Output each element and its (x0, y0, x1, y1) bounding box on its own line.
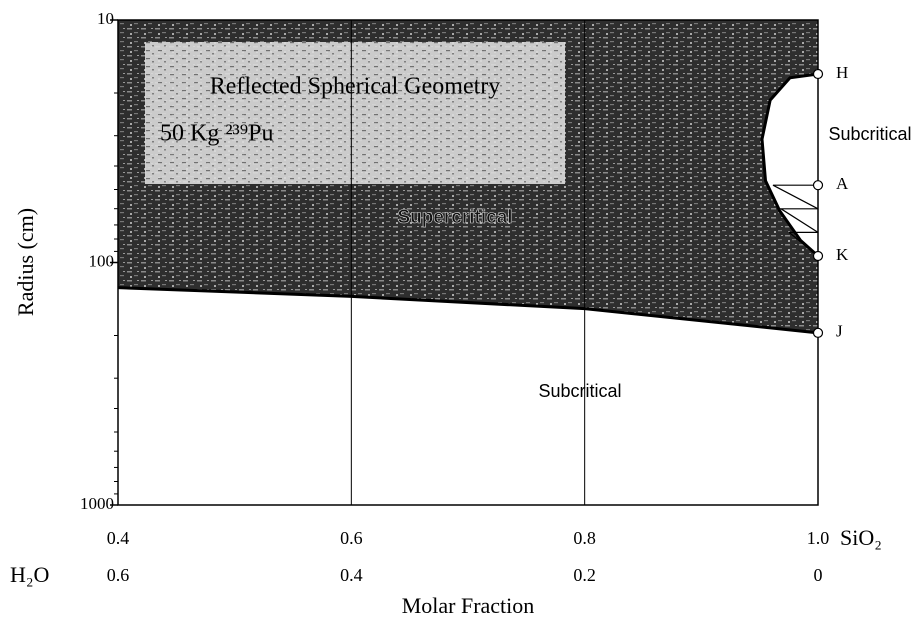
point-label: A (836, 174, 849, 193)
region-label: Subcritical (828, 124, 911, 144)
region-label: Supercritical (397, 207, 512, 228)
y-tick-label: 100 (89, 251, 115, 270)
x2-tick-label: 0.6 (107, 565, 130, 585)
regions (118, 20, 819, 333)
boundary-line (117, 286, 819, 335)
region-label: Subcritical (538, 381, 621, 401)
x2-tick-label: 0 (814, 565, 823, 585)
point-label: H (836, 63, 848, 82)
annotation-title: Reflected Spherical Geometry (210, 74, 501, 100)
x-axis-name: SiO₂ (840, 525, 882, 550)
boundary-line (760, 72, 820, 258)
y-tick-label: 10 (97, 9, 114, 28)
hatch (778, 208, 819, 233)
x2-tick-label: 0.4 (340, 565, 363, 585)
x-axis-label: Molar Fraction (402, 593, 535, 618)
x-tick-label: 0.4 (107, 528, 130, 548)
x-tick-label: 1.0 (807, 528, 830, 548)
hatch (772, 184, 819, 210)
x-tick-label: 0.6 (340, 528, 363, 548)
point (812, 180, 824, 191)
point (812, 68, 824, 80)
annotation-subtitle: 50 Kg ²³⁹Pu (160, 121, 273, 147)
point (812, 327, 824, 338)
y-axis-label: Radius (cm) (13, 208, 38, 316)
point-label: J (836, 322, 843, 341)
point-label: K (836, 245, 849, 264)
x2-tick-label: 0.2 (573, 565, 596, 585)
y-tick-label: 1000 (80, 494, 114, 513)
point (812, 250, 824, 262)
annotation-box (145, 42, 565, 184)
x-tick-label: 0.8 (573, 528, 596, 548)
x2-axis-name: H₂O (10, 562, 49, 587)
